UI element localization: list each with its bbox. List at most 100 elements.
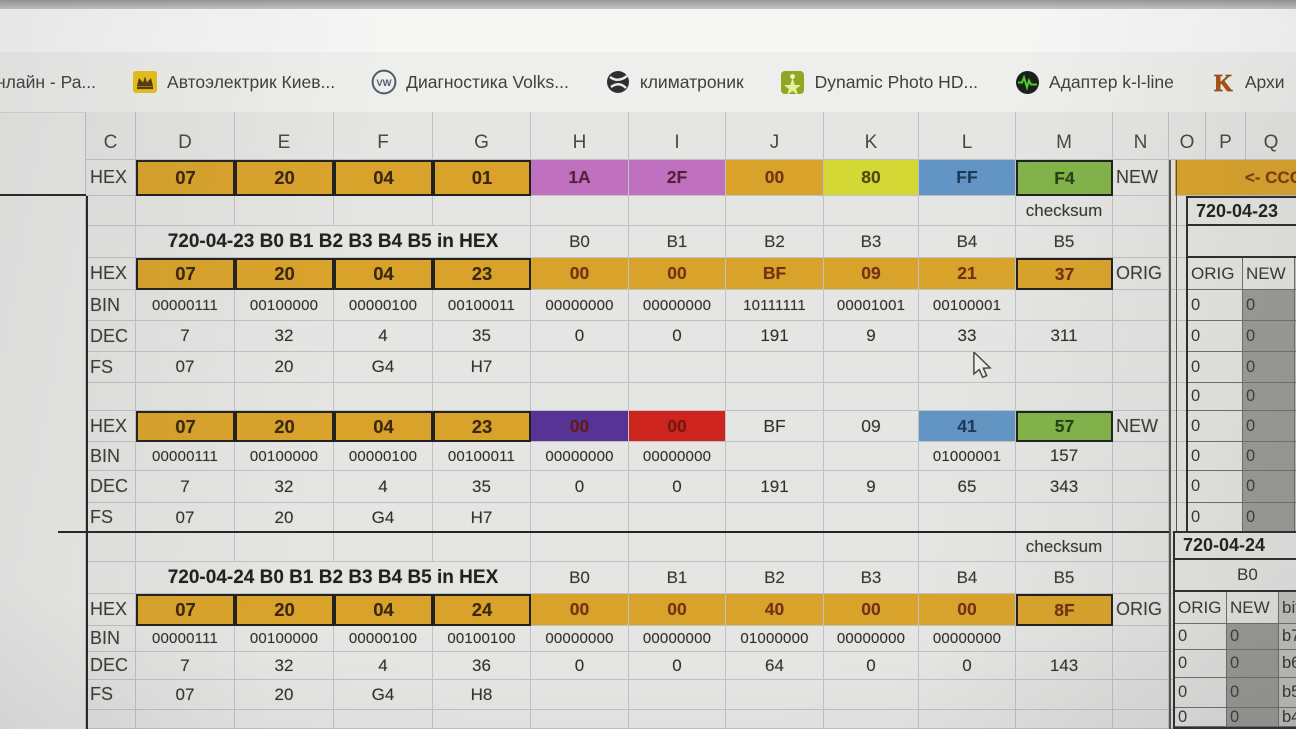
cell-empty[interactable]: [919, 196, 1016, 226]
cell[interactable]: 32: [235, 652, 334, 680]
cell[interactable]: 24: [433, 594, 531, 626]
cell-empty[interactable]: [1113, 626, 1169, 652]
cell[interactable]: FF: [919, 160, 1016, 196]
cell[interactable]: B2: [726, 226, 824, 258]
cell-empty[interactable]: [136, 196, 235, 226]
cell-empty[interactable]: [1113, 652, 1169, 680]
cell[interactable]: B1: [629, 226, 726, 258]
column-header-C[interactable]: C: [86, 112, 136, 160]
column-header-H[interactable]: H: [531, 112, 629, 160]
cell[interactable]: 00100011: [433, 290, 531, 321]
bookmark-4[interactable]: климатроник: [605, 69, 744, 95]
cell-empty[interactable]: [1113, 196, 1169, 226]
orig-value[interactable]: 0: [1188, 352, 1243, 383]
cell[interactable]: 720-04-24 B0 B1 B2 B3 B4 B5 in HEX: [136, 562, 531, 594]
cell[interactable]: 1A: [531, 160, 629, 196]
cell-empty[interactable]: [726, 383, 824, 411]
cell[interactable]: 191: [726, 471, 824, 503]
cell[interactable]: 00000000: [919, 626, 1016, 652]
cell-empty[interactable]: [629, 383, 726, 411]
cell[interactable]: 9: [824, 471, 919, 503]
new-value[interactable]: 0: [1227, 678, 1279, 708]
cell[interactable]: 00: [531, 411, 629, 442]
cell[interactable]: B2: [726, 562, 824, 594]
cell-empty[interactable]: [433, 196, 531, 226]
cell-empty[interactable]: [629, 196, 726, 226]
cell[interactable]: ORIG: [1113, 258, 1169, 290]
cell[interactable]: FS: [86, 503, 136, 533]
cell[interactable]: 2F: [629, 160, 726, 196]
cell-empty[interactable]: [919, 503, 1016, 533]
cell[interactable]: B5: [1016, 562, 1113, 594]
cell[interactable]: DEC: [86, 471, 136, 503]
cell[interactable]: BIN: [86, 626, 136, 652]
cell[interactable]: 7: [136, 652, 235, 680]
cell-empty[interactable]: [726, 442, 824, 471]
cell[interactable]: HEX: [86, 594, 136, 626]
cell[interactable]: B4: [919, 562, 1016, 594]
cell-empty[interactable]: [1113, 321, 1169, 352]
cell-empty[interactable]: [1113, 562, 1169, 594]
cell-empty[interactable]: [824, 352, 919, 383]
cell[interactable]: 00100011: [433, 442, 531, 471]
cell-empty[interactable]: [235, 383, 334, 411]
cell-empty[interactable]: [1113, 442, 1169, 471]
cell-empty[interactable]: [1113, 710, 1169, 729]
cell[interactable]: 80: [824, 160, 919, 196]
cell[interactable]: 00000000: [531, 290, 629, 321]
cell[interactable]: H7: [433, 352, 531, 383]
bit-label[interactable]: b6: [1279, 650, 1296, 678]
column-header-D[interactable]: D: [136, 112, 235, 160]
orig-value[interactable]: 0: [1188, 383, 1243, 411]
cell-empty[interactable]: [1016, 383, 1113, 411]
new-value[interactable]: 0: [1227, 708, 1279, 727]
cell-empty[interactable]: [1113, 503, 1169, 533]
cell-empty[interactable]: [1113, 471, 1169, 503]
cell[interactable]: NEW: [1113, 160, 1169, 196]
cell-empty[interactable]: [726, 533, 824, 562]
cell[interactable]: G4: [334, 680, 433, 710]
new-value[interactable]: 0: [1243, 471, 1295, 503]
cell[interactable]: F4: [1016, 160, 1113, 196]
cell[interactable]: 00: [726, 160, 824, 196]
orig-value[interactable]: 0: [1188, 321, 1243, 352]
bookmark-1[interactable]: нлайн - Ра...: [0, 72, 96, 93]
cell[interactable]: 4: [334, 321, 433, 352]
cell-empty[interactable]: [824, 503, 919, 533]
cell[interactable]: 07: [136, 680, 235, 710]
cell-empty[interactable]: [1016, 352, 1113, 383]
cell-empty[interactable]: [1113, 290, 1169, 321]
orig-value[interactable]: 0: [1188, 411, 1243, 442]
cell[interactable]: checksum: [1016, 533, 1113, 562]
cell-empty[interactable]: [629, 352, 726, 383]
cell[interactable]: 00000100: [334, 442, 433, 471]
bookmark-5[interactable]: Dynamic Photo HD...: [780, 69, 978, 95]
cell-empty[interactable]: [919, 383, 1016, 411]
cell[interactable]: 00: [824, 594, 919, 626]
orig-value[interactable]: 0: [1188, 471, 1243, 503]
cell[interactable]: 00001001: [824, 290, 919, 321]
cell[interactable]: B0: [531, 226, 629, 258]
cell[interactable]: 0: [919, 652, 1016, 680]
cell-empty[interactable]: [726, 352, 824, 383]
column-header-Q[interactable]: Q: [1246, 112, 1296, 160]
cell[interactable]: 4: [334, 471, 433, 503]
cell[interactable]: 23: [433, 411, 531, 442]
orig-value[interactable]: 0: [1188, 290, 1243, 321]
cell[interactable]: B3: [824, 562, 919, 594]
cell-empty[interactable]: [824, 533, 919, 562]
orig-value[interactable]: 0: [1175, 650, 1227, 678]
cell-empty[interactable]: [629, 533, 726, 562]
cell[interactable]: 00: [531, 258, 629, 290]
cell[interactable]: 20: [235, 594, 334, 626]
bit-label[interactable]: b5: [1279, 678, 1296, 708]
cell[interactable]: 00: [629, 411, 726, 442]
cell[interactable]: 00: [919, 594, 1016, 626]
cell[interactable]: B3: [824, 226, 919, 258]
cell[interactable]: 00000111: [136, 442, 235, 471]
new-value[interactable]: 0: [1243, 321, 1295, 352]
cell-empty[interactable]: [136, 710, 235, 729]
cell[interactable]: 07: [136, 258, 235, 290]
cell[interactable]: 37: [1016, 258, 1113, 290]
column-header-F[interactable]: F: [334, 112, 433, 160]
